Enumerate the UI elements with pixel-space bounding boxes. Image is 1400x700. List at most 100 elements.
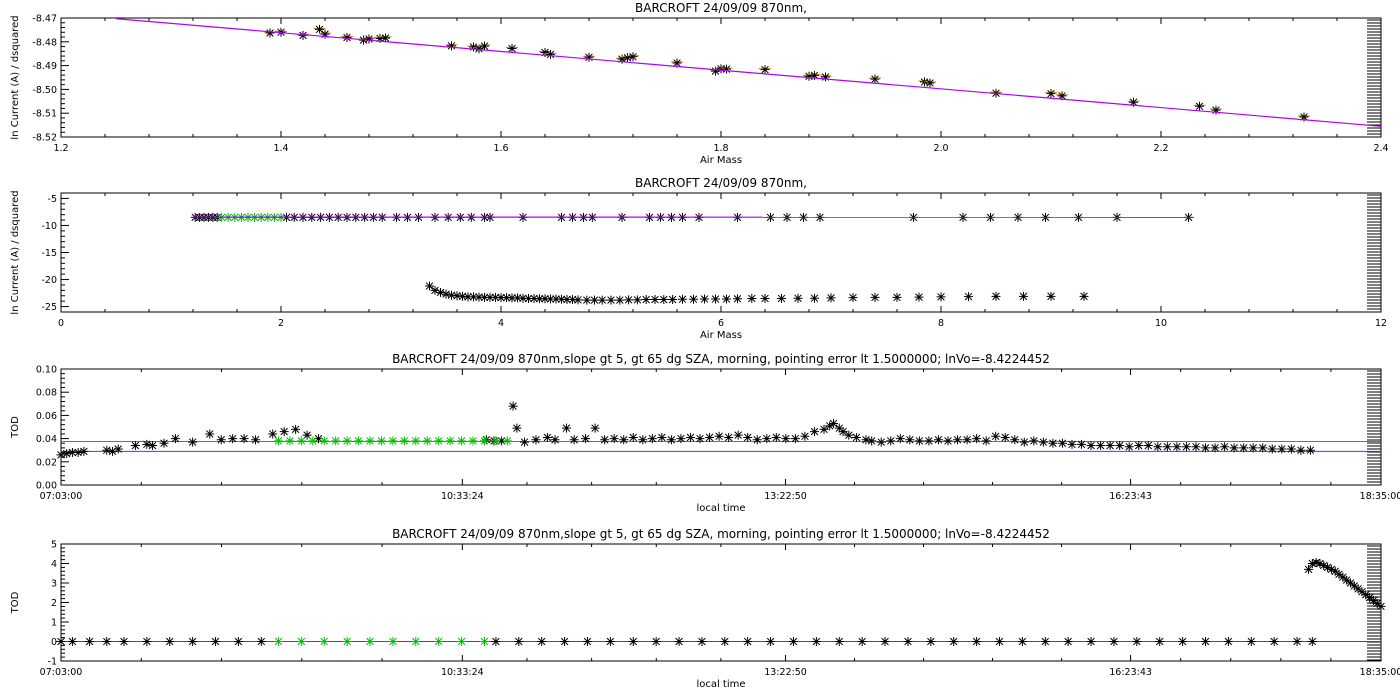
data-point: [514, 637, 524, 646]
data-point: [733, 294, 742, 304]
data-point: [1349, 581, 1359, 591]
data-point: [56, 637, 66, 646]
data-point: [605, 637, 615, 646]
data-point: [606, 295, 616, 305]
data-point: [1019, 291, 1028, 301]
data-point: [668, 295, 678, 305]
data-point: [1115, 441, 1125, 451]
chart-title: BARCROFT 24/09/09 870nm,slope gt 5, gt 6…: [392, 352, 1050, 366]
data-point: [512, 423, 522, 433]
data-point: [314, 434, 324, 444]
y-tick-label: 0.00: [36, 481, 57, 492]
y-tick-label: -8.48: [32, 37, 57, 48]
data-point: [1086, 637, 1096, 646]
y-tick-label: 0.08: [36, 388, 57, 399]
data-point: [848, 293, 858, 303]
data-point: [826, 293, 836, 303]
data-point: [994, 637, 1004, 646]
data-point: [452, 291, 462, 301]
data-point: [479, 637, 489, 646]
x-tick-label: 1.8: [713, 143, 728, 154]
x-tick-label: 18:35:00: [1360, 667, 1400, 678]
data-point: [705, 432, 715, 442]
data-point: [1269, 637, 1279, 646]
data-point: [85, 637, 95, 646]
data-point: [302, 430, 312, 440]
data-point: [458, 291, 467, 301]
data-point: [1038, 437, 1048, 447]
y-tick-label: 4: [51, 559, 57, 570]
data-point: [991, 291, 1001, 301]
x-axis-label: local time: [696, 503, 745, 514]
data-point: [722, 64, 731, 74]
data-point: [399, 436, 409, 446]
data-point: [1365, 593, 1375, 603]
data-point: [1296, 445, 1306, 455]
data-point: [1311, 558, 1321, 568]
data-point: [876, 437, 886, 447]
x-axis-label: Air Mass: [700, 330, 742, 341]
data-point: [513, 293, 522, 303]
data-point: [256, 637, 266, 646]
data-point: [953, 435, 963, 445]
data-point: [914, 436, 924, 446]
data-point: [573, 295, 583, 305]
data-point: [239, 434, 249, 444]
data-point: [268, 429, 278, 439]
data-point: [388, 436, 398, 446]
data-point: [1057, 438, 1067, 448]
data-point: [1195, 101, 1204, 111]
data-point: [273, 637, 283, 646]
data-point: [457, 637, 467, 646]
data-point: [747, 293, 757, 303]
data-point: [434, 637, 444, 646]
data-point: [829, 419, 839, 429]
y-tick-label: 0.02: [36, 457, 57, 468]
data-point: [1079, 291, 1089, 301]
data-point: [619, 435, 629, 445]
data-point: [676, 434, 686, 444]
data-point: [265, 28, 275, 38]
y-tick-label: -1: [48, 657, 57, 668]
data-point: [296, 637, 306, 646]
chart-panel-1: 1.2 1.4 1.6 1.8 2.0 2.2 2.4 -8.52 -8.51 -8.50 -8.4…: [10, 1, 1389, 166]
data-point: [388, 637, 398, 646]
data-point: [119, 637, 129, 646]
data-point: [251, 435, 261, 445]
data-point: [809, 427, 819, 437]
data-point: [540, 294, 550, 304]
x-tick-label: 07:03:00: [40, 491, 83, 502]
data-point: [678, 294, 687, 304]
data-point: [474, 44, 484, 54]
data-point: [1124, 442, 1134, 452]
data-point: [569, 435, 579, 445]
x-tick-label: 12: [1375, 318, 1387, 329]
data-point: [364, 34, 374, 44]
data-point: [972, 637, 982, 646]
data-point: [550, 435, 560, 445]
fit-line: [115, 18, 1382, 127]
data-point: [67, 637, 77, 646]
data-point: [375, 33, 385, 43]
data-point: [142, 637, 152, 646]
y-tick-label: -10: [41, 221, 57, 232]
data-point: [581, 434, 591, 444]
x-tick-label: 16:23:43: [1109, 667, 1152, 678]
data-point: [1342, 575, 1352, 585]
data-point: [1017, 637, 1027, 646]
data-point: [1040, 637, 1050, 646]
data-point: [73, 448, 83, 458]
data-point: [1229, 443, 1239, 453]
data-point: [903, 637, 913, 646]
data-point: [659, 295, 669, 305]
data-point: [752, 435, 762, 445]
chart-title: BARCROFT 24/09/09 870nm,: [635, 176, 807, 190]
data-point: [609, 434, 619, 444]
data-point: [949, 637, 959, 646]
data-point: [445, 436, 455, 446]
data-point: [924, 436, 934, 446]
x-tick-label: 1.6: [493, 143, 508, 154]
x-tick-label: 13:22:50: [764, 491, 807, 502]
data-point: [496, 293, 506, 303]
data-point: [582, 637, 592, 646]
